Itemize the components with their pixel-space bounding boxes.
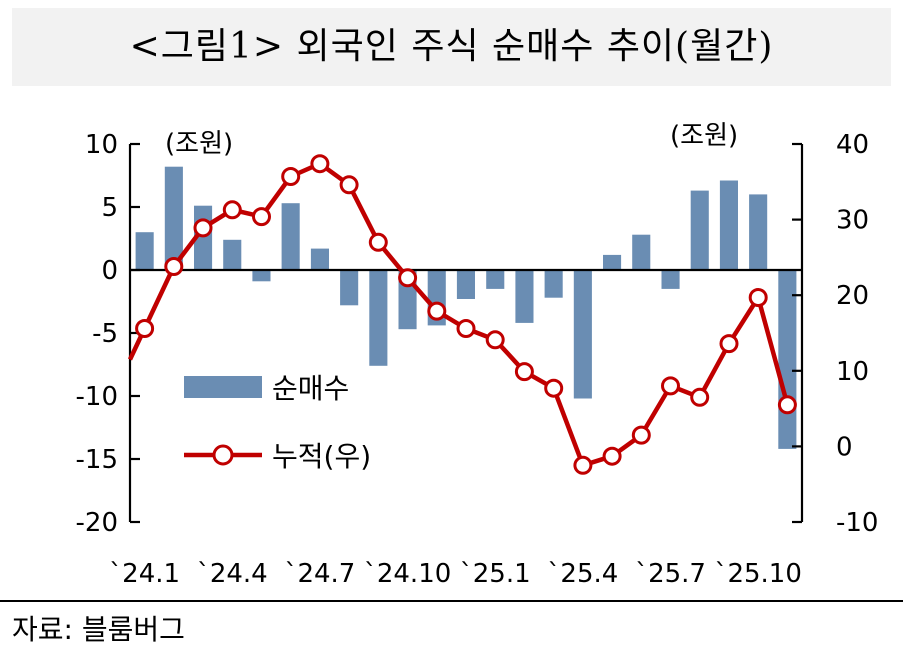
bar-`24.2 <box>164 166 183 270</box>
cumulative-point-`25.5 <box>602 446 622 466</box>
title-bar: <그림1> 외국인 주식 순매수 추이(월간) <box>12 8 891 86</box>
cumulative-point-`24.2 <box>164 257 184 276</box>
cumulative-point-`24.9 <box>368 232 388 252</box>
cumulative-point-`24.10 <box>398 268 418 288</box>
bar-`25.11 <box>778 270 797 449</box>
right-tick-label: 10 <box>836 357 869 387</box>
right-tick-label: 20 <box>836 281 869 311</box>
line-layer <box>127 154 797 475</box>
left-tick-label: -10 <box>76 382 118 412</box>
right-tick-label: 30 <box>836 206 869 236</box>
bar-`25.10 <box>749 194 768 270</box>
footer-divider <box>0 600 903 602</box>
bar-`25.5 <box>603 254 622 270</box>
x-tick-label: `25.4 <box>547 559 618 589</box>
cumulative-point-`25.3 <box>544 378 564 398</box>
cumulative-point-`25.2 <box>514 362 534 382</box>
axes-layer <box>128 142 804 524</box>
bar-`25.4 <box>573 270 592 399</box>
cumulative-point-`25.9 <box>719 334 739 354</box>
cumulative-point-`24.6 <box>281 167 301 186</box>
cumulative-point-`25.4 <box>573 455 593 475</box>
source-note: 자료: 블룸버그 <box>12 613 185 646</box>
legend-bar-swatch <box>184 376 262 398</box>
cumulative-point-`24.5 <box>252 207 271 227</box>
labels-layer: 10 5 0 -5 -10 -15 -20 40 30 20 10 0 -10 `24.1 `24.4 `24… <box>76 130 879 589</box>
x-tick-label: `25.10 <box>714 559 801 589</box>
cumulative-point-`25.10 <box>748 288 768 307</box>
cumulative-point-`24.1 <box>135 319 155 338</box>
x-tick-label: `24.7 <box>284 559 355 589</box>
x-tick-label: `24.1 <box>109 559 180 589</box>
bar-`25.3 <box>544 270 563 298</box>
left-tick-label: -5 <box>92 319 118 349</box>
left-tick-label: 10 <box>85 130 118 160</box>
left-tick-label: 5 <box>101 193 118 223</box>
bar-`24.8 <box>340 270 359 306</box>
bar-`24.5 <box>252 270 271 282</box>
bar-`25.7 <box>661 270 680 289</box>
right-tick-label: -10 <box>836 508 878 538</box>
left-tick-label: -20 <box>76 508 118 538</box>
legend-line-label: 누적(우) <box>272 440 371 473</box>
cumulative-point-`25.1 <box>485 330 505 350</box>
cumulative-point-`24.8 <box>339 175 359 195</box>
x-tick-label: `24.4 <box>197 559 268 589</box>
bar-`25.2 <box>515 270 534 323</box>
right-unit-label: (조원) <box>670 121 738 151</box>
bar-`24.6 <box>281 203 300 270</box>
left-unit-label: (조원) <box>165 129 233 159</box>
x-tick-label: `25.1 <box>460 559 531 589</box>
cumulative-point-`24.7 <box>310 154 330 174</box>
x-tick-label: `24.10 <box>364 559 451 589</box>
x-tick-label: `25.7 <box>635 559 706 589</box>
bar-`25.9 <box>719 180 738 270</box>
bar-`24.7 <box>310 248 329 270</box>
bar-`25.8 <box>690 190 709 270</box>
right-tick-label: 0 <box>836 432 853 462</box>
legend: 순매수 누적(우) <box>184 372 371 473</box>
cumulative-point-`25.6 <box>631 425 651 445</box>
cumulative-point-`24.3 <box>193 218 213 238</box>
left-tick-label: 0 <box>101 256 118 286</box>
chart: 10 5 0 -5 -10 -15 -20 40 30 20 10 0 -10 `24.1 `24.4 `24… <box>76 121 879 589</box>
cumulative-point-`25.11 <box>777 395 797 415</box>
cumulative-point-`24.4 <box>222 200 242 220</box>
legend-line-marker <box>212 444 234 466</box>
bar-`24.12 <box>456 270 475 299</box>
cumulative-point-`24.12 <box>456 319 476 338</box>
cumulative-point-`25.8 <box>690 387 710 407</box>
cumulative-point-`25.7 <box>661 376 680 396</box>
legend-bar-label: 순매수 <box>272 372 349 405</box>
cumulative-point-`24.11 <box>427 301 447 321</box>
left-tick-label: -15 <box>76 445 118 475</box>
right-tick-label: 40 <box>836 130 869 160</box>
bar-`25.6 <box>632 234 651 270</box>
chart-title: <그림1> 외국인 주식 순매수 추이(월간) <box>129 26 774 67</box>
bar-`24.1 <box>135 232 154 270</box>
bar-`24.4 <box>223 239 242 270</box>
bar-`25.1 <box>486 270 505 289</box>
bar-`24.9 <box>369 270 388 366</box>
